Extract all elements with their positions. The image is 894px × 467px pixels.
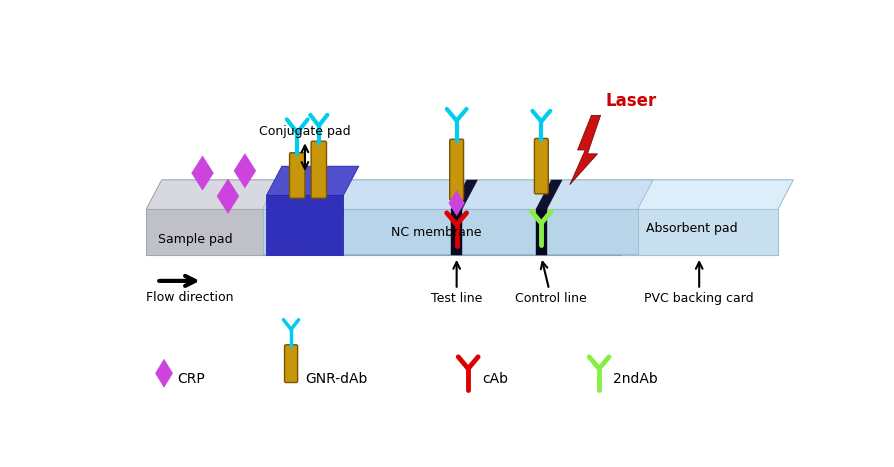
Polygon shape [622, 209, 778, 255]
Polygon shape [156, 360, 173, 387]
Text: Flow direction: Flow direction [147, 291, 234, 304]
FancyBboxPatch shape [535, 138, 548, 194]
Polygon shape [191, 156, 214, 190]
Polygon shape [569, 115, 601, 184]
Text: GNR-dAb: GNR-dAb [305, 372, 367, 386]
Polygon shape [147, 180, 320, 209]
Polygon shape [147, 209, 305, 255]
FancyBboxPatch shape [450, 139, 464, 200]
Polygon shape [451, 209, 462, 255]
Text: cAb: cAb [482, 372, 508, 386]
Polygon shape [449, 191, 464, 215]
Text: CRP: CRP [177, 372, 205, 386]
Polygon shape [451, 180, 477, 209]
Polygon shape [263, 180, 653, 209]
Text: Sample pad: Sample pad [157, 233, 232, 246]
Text: Control line: Control line [516, 262, 587, 305]
Polygon shape [266, 195, 343, 255]
Text: NC membrane: NC membrane [392, 226, 482, 239]
Text: Absorbent pad: Absorbent pad [645, 222, 738, 235]
FancyBboxPatch shape [290, 153, 305, 198]
Text: Conjugate pad: Conjugate pad [259, 125, 350, 169]
Polygon shape [263, 209, 637, 254]
FancyBboxPatch shape [284, 345, 298, 382]
Text: PVC backing card: PVC backing card [645, 262, 754, 305]
Polygon shape [266, 166, 358, 195]
FancyBboxPatch shape [311, 141, 326, 198]
Polygon shape [234, 154, 256, 188]
Polygon shape [536, 180, 562, 209]
Text: 2ndAb: 2ndAb [613, 372, 658, 386]
Text: Test line: Test line [431, 262, 483, 305]
Polygon shape [536, 209, 547, 255]
Polygon shape [147, 180, 793, 209]
Polygon shape [147, 209, 778, 255]
Polygon shape [217, 179, 239, 213]
Polygon shape [622, 180, 793, 209]
Text: Laser: Laser [605, 92, 656, 110]
